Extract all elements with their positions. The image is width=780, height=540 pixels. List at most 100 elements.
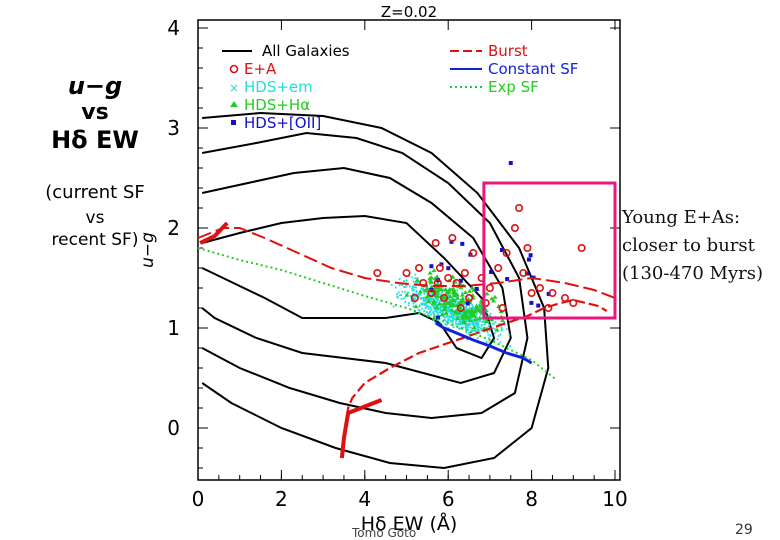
contour-line	[201, 166, 512, 385]
hds-em-point	[499, 341, 502, 344]
hds-em-point	[476, 328, 479, 331]
hds-em-point	[440, 308, 443, 311]
ea-point	[440, 293, 449, 302]
ea-point	[469, 249, 478, 258]
ea-point	[465, 293, 474, 302]
hds-em-point	[417, 296, 420, 299]
hds-em-point	[477, 325, 480, 328]
hds-em-point	[432, 307, 435, 309]
hds-em-point	[458, 318, 461, 321]
hds-em-point	[401, 284, 403, 287]
hds-em-point	[450, 313, 453, 315]
hds-em-point	[436, 309, 439, 311]
hds-em-point	[480, 329, 483, 332]
hds-oii-point	[489, 270, 494, 275]
hds-em-point	[435, 298, 438, 301]
hds-em-point	[457, 313, 460, 316]
series-exp-sf	[197, 247, 558, 381]
hds-oii-point	[465, 301, 470, 306]
contour-line	[201, 111, 550, 470]
legend-label-left: HDS+em	[244, 78, 313, 96]
hds-ha-point	[427, 270, 433, 275]
hds-ha-point	[434, 274, 440, 279]
y-axis-label: u−g	[138, 232, 158, 268]
hds-em-point	[471, 304, 474, 306]
hds-em-point	[457, 327, 460, 330]
hds-em-point	[435, 304, 438, 307]
hds-em-point	[455, 300, 458, 302]
x-tick-label: 6	[442, 487, 455, 511]
legend-label-left: HDS+[OII]	[244, 114, 321, 132]
hds-em-point	[446, 309, 449, 312]
hds-ha-point	[484, 291, 490, 296]
side-title-vs: vs	[81, 100, 109, 125]
ea-point	[460, 268, 469, 277]
hds-em-point	[465, 319, 468, 322]
hds-em-point	[500, 327, 503, 330]
hds-em-point	[423, 292, 426, 295]
hds-em-point	[466, 338, 468, 341]
hds-em-point	[452, 326, 455, 328]
ea-point	[560, 293, 569, 302]
hds-em-point	[396, 296, 399, 299]
hds-em-point	[411, 289, 414, 292]
hds-em-point	[451, 314, 453, 317]
series-burst-early-	[197, 227, 616, 299]
hds-em-point	[458, 315, 461, 318]
hds-em-point	[466, 313, 469, 316]
hds-em-point	[434, 305, 437, 307]
hds-em-point	[450, 311, 453, 314]
hds-em-point	[427, 308, 430, 311]
hds-em-point	[447, 307, 450, 310]
hds-em-point	[468, 318, 471, 320]
legend-label-left: All Galaxies	[262, 42, 350, 60]
hds-em-point	[433, 308, 436, 311]
legend-swatch-hds-oii	[231, 120, 236, 125]
hds-em-point	[457, 315, 460, 317]
hds-em-point	[461, 292, 464, 294]
hds-ha-point	[451, 292, 457, 297]
hds-em-point	[429, 302, 432, 305]
hds-em-point	[415, 291, 418, 294]
hds-em-point	[445, 305, 448, 307]
ea-point	[548, 288, 557, 297]
hds-em-point	[469, 323, 472, 326]
side-subtitle-recent-sf: recent SF)	[51, 230, 139, 250]
hds-em-point	[448, 316, 451, 319]
chart-title: Z=0.02	[381, 3, 437, 21]
hds-ha-point	[460, 298, 466, 303]
hds-em-point	[400, 297, 403, 300]
legend-swatch-hds-ha	[230, 101, 238, 107]
hds-em-point	[500, 329, 503, 332]
hds-em-point	[458, 323, 461, 325]
hds-em-point	[434, 321, 437, 324]
hds-em-point	[413, 311, 416, 314]
hds-ha-point	[438, 287, 444, 292]
hds-em-point	[444, 323, 447, 326]
hds-em-point	[421, 288, 424, 291]
hds-em-point	[455, 320, 457, 323]
hds-em-point	[447, 294, 449, 297]
ea-point	[515, 204, 524, 213]
legend-label-left: E+A	[244, 60, 277, 78]
hds-em-point	[424, 299, 427, 301]
hds-em-point	[477, 324, 480, 326]
hds-oii-point	[508, 161, 513, 165]
side-subtitle-vs: vs	[85, 208, 105, 228]
hds-em-point	[405, 284, 408, 287]
ea-point	[419, 278, 428, 287]
hds-em-point	[463, 308, 466, 311]
ea-point	[448, 234, 457, 243]
hds-em-point	[428, 296, 431, 299]
legend-label-right: Constant SF	[488, 60, 578, 78]
hds-em-point	[420, 302, 423, 305]
hds-ha-point	[454, 295, 460, 300]
x-tick-label: 10	[602, 487, 627, 511]
hds-ha-point	[470, 313, 476, 318]
hds-em-point	[499, 333, 502, 336]
hds-ha-point	[442, 306, 448, 311]
hds-ha-point	[443, 310, 449, 315]
hds-em-point	[447, 319, 450, 322]
hds-em-point	[460, 319, 463, 322]
hds-em-point	[426, 311, 428, 314]
